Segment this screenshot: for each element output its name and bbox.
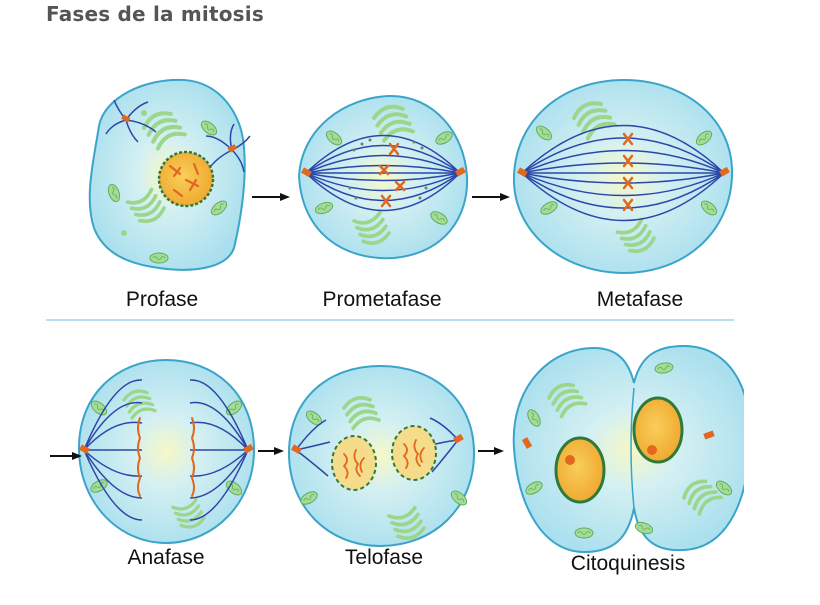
chromosomes-metafase bbox=[622, 132, 634, 212]
chromosomes-anafase bbox=[137, 417, 195, 497]
cell-telofase bbox=[287, 364, 476, 548]
chromosomes-prometafase bbox=[378, 142, 406, 208]
label-anafase: Anafase bbox=[127, 546, 205, 569]
mitosis-diagram: Profase Prometafase Metafase Anafase Tel… bbox=[44, 58, 744, 598]
spindle-anafase bbox=[83, 379, 249, 521]
label-citoquinesis: Citoquinesis bbox=[570, 552, 686, 575]
cell-prometafase bbox=[297, 94, 469, 260]
spindle-metafase bbox=[521, 124, 725, 222]
nuclear-fragments-prometafase bbox=[348, 138, 428, 200]
daughter-nuclei-citoquinesis bbox=[554, 396, 684, 504]
organelles-profase bbox=[105, 106, 230, 264]
cell-citoquinesis bbox=[512, 344, 744, 554]
label-profase: Profase bbox=[125, 288, 199, 311]
label-telofase: Telofase bbox=[344, 546, 424, 569]
nucleus-profase bbox=[157, 150, 215, 208]
page-title: Fases de la mitosis bbox=[46, 2, 264, 26]
cell-profase bbox=[88, 78, 251, 271]
label-prometafase: Prometafase bbox=[322, 288, 442, 311]
spindle-prometafase bbox=[305, 134, 461, 212]
cell-metafase bbox=[512, 78, 734, 275]
label-metafase: Metafase bbox=[596, 288, 684, 311]
cell-anafase bbox=[77, 358, 256, 545]
daughter-nuclei-telofase bbox=[331, 425, 437, 491]
mitosis-diagram-svg bbox=[46, 78, 744, 554]
